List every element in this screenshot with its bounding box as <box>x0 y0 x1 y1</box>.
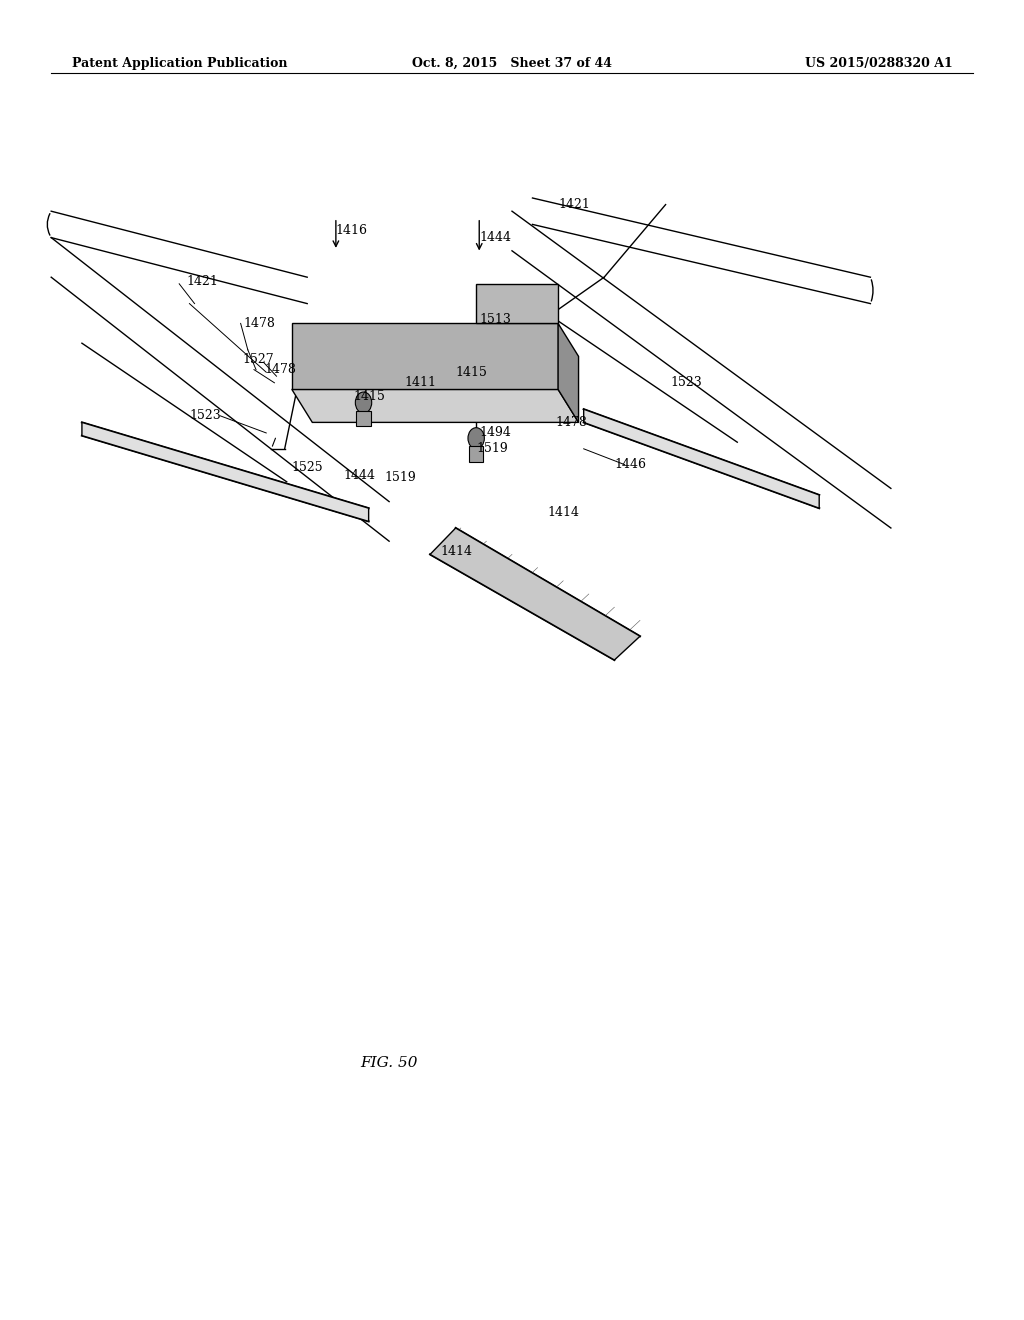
Text: 1523: 1523 <box>189 409 221 422</box>
Text: 1446: 1446 <box>614 458 646 471</box>
Text: 1519: 1519 <box>384 471 416 484</box>
Polygon shape <box>292 323 558 389</box>
Text: Oct. 8, 2015   Sheet 37 of 44: Oct. 8, 2015 Sheet 37 of 44 <box>412 57 612 70</box>
Polygon shape <box>476 284 558 323</box>
Text: 1519: 1519 <box>476 442 508 455</box>
Text: 1494: 1494 <box>479 426 511 440</box>
Text: 1414: 1414 <box>548 506 580 519</box>
Text: 1525: 1525 <box>292 461 324 474</box>
Text: 1415: 1415 <box>456 366 487 379</box>
Text: 1444: 1444 <box>479 231 511 244</box>
Text: 1416: 1416 <box>336 224 368 238</box>
Text: 1411: 1411 <box>404 376 436 389</box>
Text: 1414: 1414 <box>440 545 472 558</box>
Text: 1421: 1421 <box>186 275 218 288</box>
Text: 1527: 1527 <box>243 352 274 366</box>
Polygon shape <box>430 528 640 660</box>
Text: 1444: 1444 <box>343 469 375 482</box>
Text: 1523: 1523 <box>671 376 702 389</box>
Bar <box>356 411 371 426</box>
Bar <box>469 446 483 462</box>
Text: 1478: 1478 <box>264 363 296 376</box>
Polygon shape <box>584 409 819 508</box>
Circle shape <box>355 392 372 413</box>
Text: 1421: 1421 <box>558 198 590 211</box>
Polygon shape <box>82 422 369 521</box>
Text: 1478: 1478 <box>555 416 587 429</box>
Text: 1513: 1513 <box>479 313 511 326</box>
Text: Patent Application Publication: Patent Application Publication <box>72 57 287 70</box>
Text: US 2015/0288320 A1: US 2015/0288320 A1 <box>805 57 952 70</box>
Text: 1478: 1478 <box>244 317 275 330</box>
Polygon shape <box>558 323 579 422</box>
Text: 1415: 1415 <box>353 389 385 403</box>
Text: FIG. 50: FIG. 50 <box>360 1056 418 1069</box>
Circle shape <box>468 428 484 449</box>
Polygon shape <box>292 389 579 422</box>
